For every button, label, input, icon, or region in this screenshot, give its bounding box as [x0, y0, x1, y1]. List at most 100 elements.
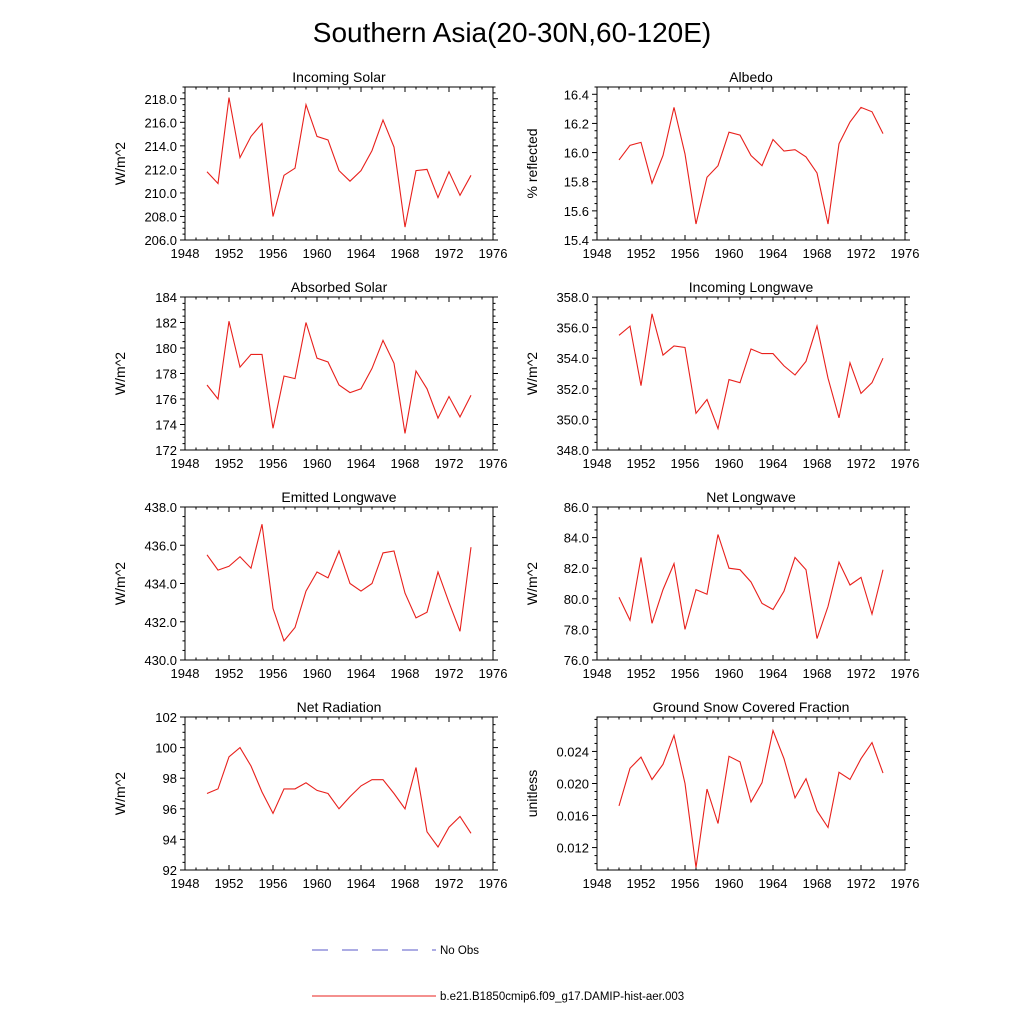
data-point — [881, 357, 884, 360]
data-point — [749, 347, 752, 350]
x-tick-label: 1956 — [671, 456, 700, 471]
data-point — [881, 132, 884, 135]
data-point — [661, 354, 664, 357]
x-tick-label: 1968 — [803, 456, 832, 471]
data-point — [837, 416, 840, 419]
x-tick-label: 1952 — [215, 246, 244, 261]
data-point — [249, 764, 252, 767]
data-point — [628, 324, 631, 327]
x-tick-label: 1952 — [215, 456, 244, 471]
data-point — [870, 613, 873, 616]
data-point — [870, 381, 873, 384]
data-point — [793, 373, 796, 376]
data-point — [282, 639, 285, 642]
x-tick-label: 1972 — [847, 456, 876, 471]
data-point — [848, 778, 851, 781]
x-tick-label: 1976 — [479, 456, 508, 471]
x-tick-label: 1972 — [435, 876, 464, 891]
data-point — [315, 570, 318, 573]
data-point — [436, 417, 439, 420]
data-point — [436, 845, 439, 848]
plot-frame — [184, 296, 494, 451]
data-point — [826, 376, 829, 379]
data-point — [227, 96, 230, 99]
series-line — [206, 321, 472, 434]
data-point — [315, 789, 318, 792]
y-tick-label: 212.0 — [144, 162, 177, 177]
data-point — [848, 361, 851, 364]
x-tick-label: 1972 — [847, 246, 876, 261]
data-point — [727, 131, 730, 134]
data-point — [260, 353, 263, 356]
data-point — [650, 312, 653, 315]
y-tick-label: 80.0 — [564, 592, 589, 607]
data-point — [683, 628, 686, 631]
y-tick-label: 430.0 — [144, 653, 177, 668]
data-point — [760, 781, 763, 784]
data-point — [315, 357, 318, 360]
data-point — [705, 787, 708, 790]
data-point — [760, 352, 763, 355]
x-tick-label: 1964 — [347, 246, 376, 261]
figure-title: Southern Asia(20-30N,60-120E) — [313, 17, 711, 48]
y-tick-label: 358.0 — [556, 290, 589, 305]
y-tick-label: 100 — [155, 741, 177, 756]
data-point — [216, 182, 219, 185]
series-line — [618, 106, 884, 225]
data-point — [469, 546, 472, 549]
data-point — [282, 174, 285, 177]
x-tick-label: 1976 — [479, 666, 508, 681]
x-tick-label: 1968 — [391, 666, 420, 681]
data-point — [337, 807, 340, 810]
data-point — [639, 755, 642, 758]
panel-title: Absorbed Solar — [291, 279, 388, 295]
data-point — [271, 215, 274, 218]
data-point — [260, 122, 263, 125]
y-tick-label: 180 — [155, 341, 177, 356]
data-point — [392, 145, 395, 148]
data-point — [238, 746, 241, 749]
x-tick-label: 1948 — [583, 876, 612, 891]
x-tick-label: 1972 — [847, 666, 876, 681]
data-point — [370, 582, 373, 585]
data-point — [815, 171, 818, 174]
data-point — [205, 383, 208, 386]
x-tick-label: 1964 — [347, 456, 376, 471]
y-tick-label: 438.0 — [144, 500, 177, 515]
y-axis-label: unitless — [524, 770, 540, 817]
data-point — [293, 626, 296, 629]
x-tick-label: 1976 — [891, 246, 920, 261]
data-point — [617, 158, 620, 161]
data-point — [738, 568, 741, 571]
data-point — [238, 156, 241, 159]
x-tick-label: 1952 — [215, 666, 244, 681]
y-tick-label: 182 — [155, 316, 177, 331]
data-point — [370, 778, 373, 781]
y-tick-label: 184 — [155, 290, 177, 305]
data-point — [414, 616, 417, 619]
data-point — [447, 170, 450, 173]
data-point — [782, 757, 785, 760]
data-point — [628, 619, 631, 622]
data-point — [826, 222, 829, 225]
data-point — [216, 787, 219, 790]
x-tick-label: 1948 — [583, 246, 612, 261]
data-point — [815, 809, 818, 812]
data-point — [337, 549, 340, 552]
x-tick-label: 1960 — [303, 666, 332, 681]
data-point — [881, 771, 884, 774]
data-point — [381, 778, 384, 781]
x-tick-label: 1972 — [847, 876, 876, 891]
data-point — [381, 339, 384, 342]
data-point — [403, 432, 406, 435]
data-point — [716, 164, 719, 167]
y-tick-label: 434.0 — [144, 577, 177, 592]
y-tick-label: 206.0 — [144, 233, 177, 248]
data-point — [848, 120, 851, 123]
y-tick-label: 348.0 — [556, 443, 589, 458]
y-tick-label: 84.0 — [564, 531, 589, 546]
x-tick-label: 1956 — [259, 456, 288, 471]
x-tick-label: 1948 — [171, 666, 200, 681]
y-tick-label: 102 — [155, 710, 177, 725]
y-axis-label: W/m^2 — [112, 352, 128, 395]
